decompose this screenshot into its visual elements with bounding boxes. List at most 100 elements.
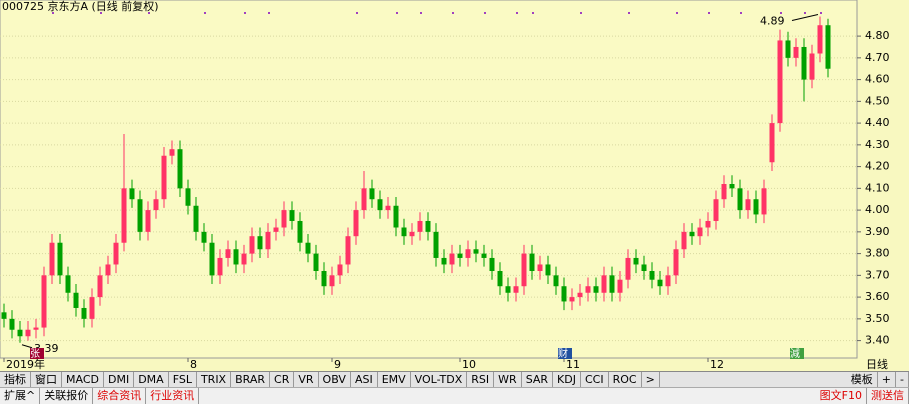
candle-body <box>313 253 319 271</box>
candle-body <box>601 275 607 293</box>
annotation-arrow <box>21 344 33 349</box>
chart: 000725 京东方A (日线 前复权) 日线 3.40 3.50 3.60 3.70… <box>0 0 890 371</box>
y-tick-label: 4.80 <box>865 29 890 42</box>
candle-body <box>25 329 31 337</box>
toolbar-tab[interactable]: WR <box>494 372 522 388</box>
candle-body <box>433 231 439 258</box>
candle-body <box>225 249 231 258</box>
candle-body <box>449 253 455 265</box>
toolbar-tab[interactable]: 关联报价 <box>40 388 94 404</box>
toolbar-tab[interactable]: MACD <box>62 372 104 388</box>
event-marker: 财 <box>558 347 568 360</box>
candle-body <box>625 257 631 280</box>
candle-body <box>305 242 311 254</box>
toolbar-tab[interactable]: FSL <box>169 372 197 388</box>
x-tick-label: 2019年 <box>6 357 45 371</box>
candle-body <box>713 199 719 221</box>
candle-body <box>49 242 55 276</box>
toolbar-tab[interactable]: 模板 <box>847 372 878 388</box>
toolbar-tab[interactable]: > <box>642 372 660 388</box>
toolbar-tab[interactable]: TRIX <box>197 372 232 388</box>
toolbar-tab[interactable]: 综合资讯 <box>93 388 147 404</box>
candle-body <box>1 312 7 319</box>
candle-body <box>505 286 511 293</box>
candle-body <box>425 220 431 232</box>
candle-body <box>401 227 407 237</box>
toolbar-tab[interactable]: + <box>878 372 897 388</box>
toolbar-tab[interactable]: - <box>896 372 909 388</box>
info-dot <box>708 12 710 14</box>
candle-body <box>545 264 551 276</box>
candle-body <box>593 286 599 293</box>
candle-body <box>457 253 463 258</box>
info-dot <box>740 12 742 14</box>
info-dot <box>204 12 206 14</box>
y-tick-label: 3.40 <box>865 334 890 347</box>
period-label: 日线 <box>866 357 888 371</box>
info-dot <box>780 12 782 14</box>
candle-body <box>281 210 287 228</box>
toolbar-tab[interactable]: CCI <box>581 372 609 388</box>
candle-body <box>377 199 383 211</box>
candle-body <box>73 292 79 308</box>
toolbar-tab[interactable]: OBV <box>319 372 351 388</box>
toolbar-tab[interactable]: SAR <box>522 372 554 388</box>
toolbar-tab[interactable]: 图文F10 <box>816 388 867 404</box>
candle-body <box>241 253 247 265</box>
candle-body <box>617 279 623 293</box>
toolbar-tab[interactable]: 指标 <box>0 372 31 388</box>
candle-body <box>129 188 135 200</box>
x-tick-label: 12 <box>710 358 724 371</box>
toolbar-tab[interactable]: 扩展^ <box>0 388 41 404</box>
candle-body <box>113 242 119 265</box>
candle-body <box>97 275 103 298</box>
toolbar-tab[interactable]: 行业资讯 <box>146 388 200 404</box>
toolbar-tab[interactable]: ASI <box>351 372 378 388</box>
toolbar-tab[interactable]: VR <box>294 372 319 388</box>
candle-body <box>361 188 367 211</box>
candle-body <box>649 271 655 280</box>
y-tick-label: 4.50 <box>865 94 890 107</box>
candle-body <box>265 231 271 250</box>
candle-body <box>9 318 15 330</box>
candle-body <box>817 25 823 54</box>
candle-body <box>353 210 359 237</box>
info-dot <box>396 12 398 14</box>
candle-body <box>777 40 783 124</box>
candle-body <box>553 275 559 287</box>
candle-body <box>825 25 831 69</box>
info-dot <box>628 12 630 14</box>
candle-body <box>257 236 263 250</box>
candle-body <box>537 264 543 271</box>
candle-body <box>481 253 487 258</box>
candle-body <box>145 210 151 232</box>
toolbar-tab[interactable]: 窗口 <box>31 372 62 388</box>
candle-body <box>105 264 111 276</box>
candle-body <box>721 184 727 200</box>
candle-body <box>729 184 735 189</box>
candle-body <box>33 327 39 330</box>
candle-body <box>185 188 191 206</box>
candle-body <box>209 242 215 276</box>
toolbar-tab[interactable]: CR <box>270 372 295 388</box>
y-tick-label: 3.90 <box>865 225 890 238</box>
info-dot <box>516 12 518 14</box>
toolbar-tab[interactable]: DMA <box>134 372 169 388</box>
toolbar-tab[interactable]: DMI <box>104 372 135 388</box>
toolbar-tab[interactable]: EMV <box>378 372 411 388</box>
y-tick-label: 4.30 <box>865 138 890 151</box>
candle-body <box>465 249 471 258</box>
candle-body <box>41 275 47 328</box>
toolbar-tab[interactable]: ROC <box>609 372 642 388</box>
event-marker-box <box>790 348 804 359</box>
toolbar-tab[interactable]: KDJ <box>553 372 581 388</box>
toolbar-tab[interactable]: VOL-TDX <box>411 372 468 388</box>
candle-body <box>473 249 479 254</box>
event-marker: 张 <box>30 348 40 360</box>
candle-body <box>577 292 583 298</box>
toolbar-tab[interactable]: BRAR <box>231 372 271 388</box>
candle-body <box>345 236 351 265</box>
info-dot <box>532 12 534 14</box>
toolbar-tab[interactable]: RSI <box>467 372 495 388</box>
